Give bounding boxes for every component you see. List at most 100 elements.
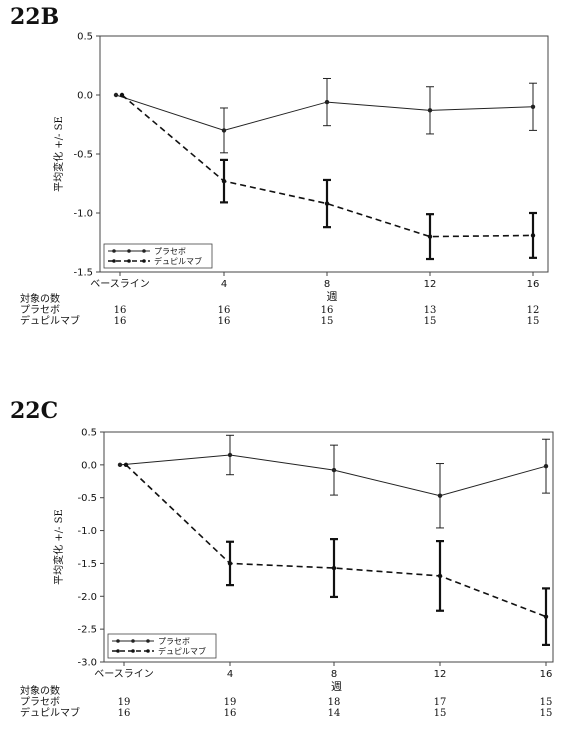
- data-point-dupilumab: [228, 561, 232, 565]
- data-point-dupilumab: [438, 574, 442, 578]
- data-point-placebo: [544, 464, 548, 468]
- data-point-placebo: [228, 453, 232, 457]
- plot-frame: [104, 432, 553, 662]
- legend-marker: [131, 649, 135, 653]
- n-cell: 17: [434, 697, 447, 708]
- n-row-label: プラセボ: [20, 697, 60, 708]
- data-point-placebo: [222, 128, 226, 132]
- chart-panel-22b: 22B 0.50.0-0.5-1.0-1.5ベースライン481216週平均変化 …: [0, 0, 583, 360]
- chart-panel-22c: 22C 0.50.0-0.5-1.0-1.5-2.0-2.5-3.0ベースライン…: [0, 398, 583, 748]
- data-point-dupilumab: [325, 201, 329, 205]
- x-tick-label: 8: [324, 279, 330, 290]
- legend: プラセボデュピルマブ: [108, 634, 216, 658]
- x-tick-label: 4: [221, 279, 227, 290]
- n-cell: 12: [527, 305, 540, 316]
- x-tick-label: 12: [424, 279, 437, 290]
- data-point-dupilumab: [428, 234, 432, 238]
- legend-label: プラセボ: [158, 637, 190, 646]
- n-cell: 15: [424, 316, 437, 327]
- data-point-dupilumab: [222, 179, 226, 183]
- n-cell: 16: [218, 316, 231, 327]
- y-tick-label: 0.0: [77, 91, 93, 102]
- legend-marker: [146, 649, 150, 653]
- legend-label: デュピルマブ: [158, 646, 206, 656]
- n-table-row-placebo: プラセボ 16 16 16 13 12: [0, 305, 583, 316]
- y-tick-label: 0.5: [77, 32, 93, 43]
- n-table-title: 対象の数: [20, 294, 60, 305]
- y-tick-label: -0.5: [73, 150, 93, 161]
- data-point-placebo: [332, 468, 336, 472]
- data-point-dupilumab: [332, 566, 336, 570]
- n-cell: 15: [321, 316, 334, 327]
- data-point-dupilumab: [120, 93, 124, 97]
- legend-marker: [142, 249, 146, 253]
- n-cell: 15: [540, 697, 553, 708]
- data-point-placebo: [428, 108, 432, 112]
- n-cell: 16: [118, 708, 131, 719]
- n-table-row-dupilumab: デュピルマブ 16 16 15 15 15: [0, 316, 583, 327]
- n-row-label: プラセボ: [20, 305, 60, 316]
- n-table-row-dupilumab: デュピルマブ 16 16 14 15 15: [0, 708, 583, 719]
- data-point-dupilumab: [531, 233, 535, 237]
- subject-count-table: 対象の数 プラセボ 16 16 16 13 12 デュピルマブ 16 16 15…: [0, 294, 583, 327]
- n-cell: 18: [328, 697, 341, 708]
- data-point-placebo: [114, 93, 118, 97]
- n-cell: 15: [540, 708, 553, 719]
- n-cell: 16: [321, 305, 334, 316]
- n-row-label: デュピルマブ: [20, 708, 80, 719]
- y-tick-label: -3.0: [77, 658, 97, 669]
- n-cell: 19: [118, 697, 131, 708]
- legend-marker: [131, 639, 135, 643]
- n-table-title: 対象の数: [20, 686, 60, 697]
- subject-count-table: 対象の数 プラセボ 19 19 18 17 15 デュピルマブ 16 16 14…: [0, 686, 583, 719]
- n-cell: 15: [527, 316, 540, 327]
- legend-marker: [116, 639, 120, 643]
- data-point-placebo: [531, 105, 535, 109]
- n-cell: 16: [114, 305, 127, 316]
- legend-marker: [112, 249, 116, 253]
- legend-marker: [112, 259, 116, 263]
- legend-marker: [146, 639, 150, 643]
- y-tick-label: -1.5: [77, 559, 97, 570]
- y-tick-label: -0.5: [77, 493, 97, 504]
- legend-marker: [127, 249, 131, 253]
- data-point-placebo: [325, 100, 329, 104]
- legend-marker: [142, 259, 146, 263]
- x-tick-label: 12: [434, 669, 447, 680]
- x-tick-label: 8: [331, 669, 337, 680]
- n-table-row-placebo: プラセボ 19 19 18 17 15: [0, 697, 583, 708]
- n-table-title-row: 対象の数: [0, 294, 583, 305]
- y-tick-label: -1.0: [73, 209, 93, 220]
- y-tick-label: -2.5: [77, 625, 97, 636]
- data-point-dupilumab: [544, 614, 548, 618]
- series-line-dupilumab: [126, 465, 546, 617]
- n-cell: 16: [224, 708, 237, 719]
- n-cell: 19: [224, 697, 237, 708]
- plot-frame: [100, 36, 548, 272]
- series-line-placebo: [120, 455, 546, 496]
- y-axis-title: 平均変化 +/- SE: [52, 509, 65, 585]
- x-tick-label: 16: [527, 279, 540, 290]
- y-tick-label: 0.5: [81, 428, 97, 439]
- data-point-placebo: [118, 463, 122, 467]
- x-tick-label: 4: [227, 669, 233, 680]
- legend: プラセボデュピルマブ: [104, 244, 212, 268]
- y-tick-label: 0.0: [81, 460, 97, 471]
- n-cell: 13: [424, 305, 437, 316]
- x-tick-label: 16: [540, 669, 553, 680]
- n-row-label: デュピルマブ: [20, 316, 80, 327]
- y-tick-label: -1.0: [77, 526, 97, 537]
- n-cell: 16: [114, 316, 127, 327]
- n-cell: 14: [328, 708, 341, 719]
- y-tick-label: -1.5: [73, 268, 93, 279]
- legend-marker: [127, 259, 131, 263]
- y-axis-title: 平均変化 +/- SE: [52, 116, 65, 192]
- legend-marker: [116, 649, 120, 653]
- data-point-placebo: [438, 494, 442, 498]
- x-tick-label: ベースライン: [90, 278, 150, 290]
- y-tick-label: -2.0: [77, 592, 97, 603]
- data-point-dupilumab: [124, 463, 128, 467]
- n-cell: 15: [434, 708, 447, 719]
- legend-label: プラセボ: [154, 247, 186, 256]
- x-tick-label: ベースライン: [94, 668, 154, 680]
